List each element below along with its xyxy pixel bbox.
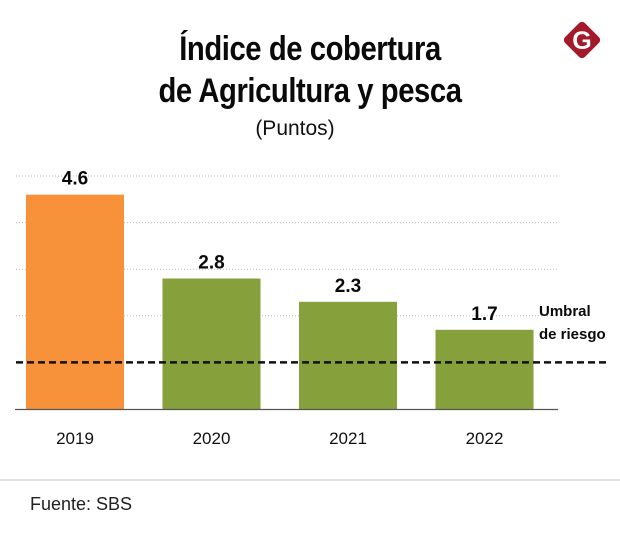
bars — [26, 194, 534, 409]
logo-diamond — [563, 21, 601, 59]
chart-subtitle: (Puntos) — [255, 117, 335, 140]
x-tick-2022: 2022 — [466, 429, 504, 448]
bar-2020 — [162, 278, 261, 409]
chart-title-line-1: Índice de cobertura — [179, 30, 441, 68]
bar-2022 — [435, 329, 534, 409]
threshold-label-line-2: de riesgo — [539, 326, 606, 343]
x-tick-labels: 2019 2020 2021 2022 — [56, 429, 503, 448]
x-tick-2019: 2019 — [56, 429, 94, 448]
data-label-2022: 1.7 — [471, 304, 497, 325]
x-tick-2020: 2020 — [193, 429, 231, 448]
data-label-2019: 4.6 — [62, 169, 88, 190]
x-tick-2021: 2021 — [329, 429, 367, 448]
bar-2021 — [299, 301, 397, 409]
footer-separator — [0, 479, 620, 481]
brand-logo-icon: G — [563, 21, 601, 59]
source-note: Fuente: SBS — [30, 494, 133, 514]
data-labels: 4.6 2.8 2.3 1.7 — [62, 169, 498, 325]
chart-title-line-2: de Agricultura y pesca — [158, 72, 462, 110]
data-label-2021: 2.3 — [335, 276, 361, 297]
threshold-label-line-1: Umbral — [539, 303, 591, 320]
logo-letter: G — [572, 27, 591, 55]
bar-2019 — [26, 194, 124, 409]
data-label-2020: 2.8 — [198, 253, 224, 274]
bar-chart: 4.6 2.8 2.3 1.7 2019 2020 2021 2022 Umbral de … — [15, 169, 606, 448]
